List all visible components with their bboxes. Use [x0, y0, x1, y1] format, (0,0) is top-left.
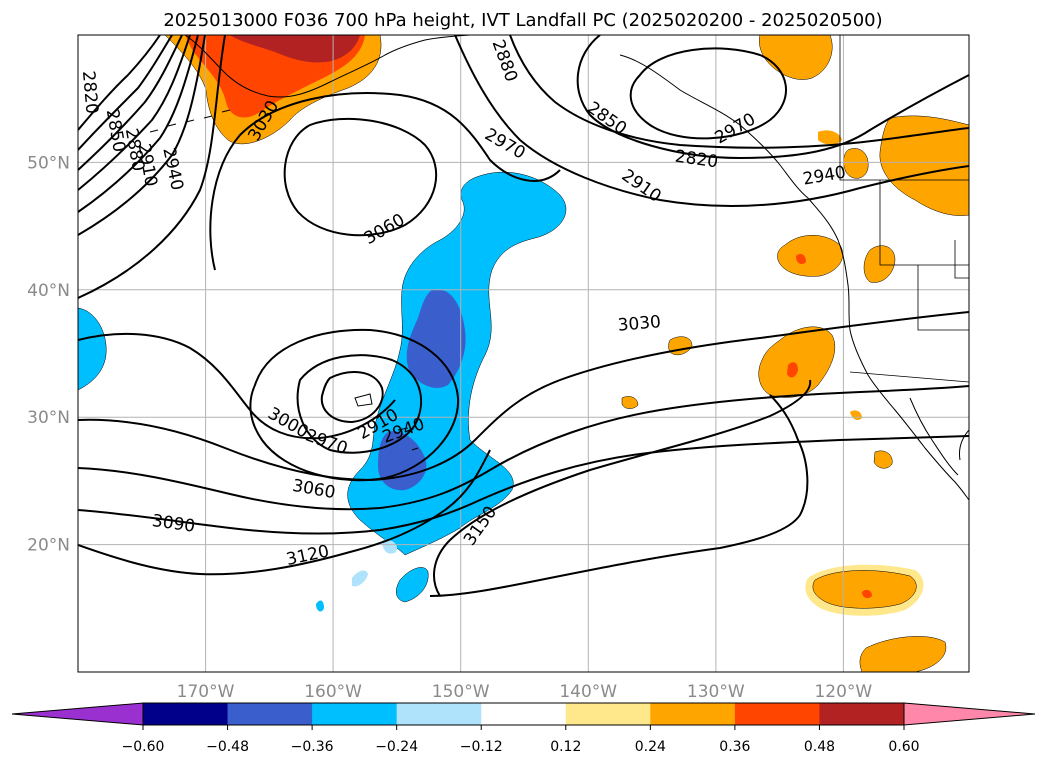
- colorbar-bin: [734, 703, 820, 725]
- contour-label: 2820: [78, 70, 102, 115]
- colorbar-outline: [142, 702, 905, 726]
- colorbar-tick-label: 0.24: [635, 739, 666, 755]
- lon-label: 160°W: [304, 682, 362, 702]
- lon-label: 130°W: [687, 682, 745, 702]
- lat-label: 20°N: [27, 536, 70, 556]
- contour-label: 3030: [617, 312, 662, 336]
- colorbar-ticks: −0.60 −0.48 −0.36 −0.24 −0.12 0.12 0.24 0.36 0.4…: [122, 725, 920, 755]
- pos-oregon-strong: [796, 254, 806, 264]
- colorbar-bin: [396, 703, 482, 725]
- lon-label: 140°W: [559, 682, 617, 702]
- height-contours: [78, 35, 969, 597]
- colorbar-tick-label: 0.36: [719, 739, 750, 755]
- gridlines: [78, 35, 969, 672]
- colorbar-tick-label: 0.12: [550, 739, 581, 755]
- pos-alaska-deep: [230, 35, 360, 63]
- lon-label: 150°W: [432, 682, 490, 702]
- pos-idaho: [863, 245, 896, 283]
- political-borders: [839, 35, 969, 383]
- colorbar-bin: [312, 703, 398, 725]
- coast-hawaii: [354, 393, 419, 451]
- colorbar-bin: [227, 703, 313, 725]
- coast-southeast-alaska: [619, 54, 809, 199]
- map-title: 2025013000 F036 700 hPa height, IVT Land…: [163, 10, 882, 31]
- colorbar-bin: [819, 703, 905, 725]
- pos-small-2: [621, 396, 639, 409]
- colorbar-tick-label: −0.36: [291, 739, 334, 755]
- map-plot: 2820285028802910294030303060288029702850…: [78, 35, 969, 672]
- colorbar-extend-high: [903, 702, 1036, 726]
- colorbar-bin: [650, 703, 736, 725]
- latitude-labels: 50°N 40°N 30°N 20°N: [27, 153, 70, 555]
- colorbar-tick-label: −0.48: [206, 739, 249, 755]
- neg-island-3: [382, 539, 398, 554]
- pos-south-1-mid: [812, 570, 917, 609]
- pos-south-2: [859, 636, 947, 672]
- pos-socal-strong: [787, 362, 798, 378]
- lat-label: 30°N: [27, 408, 70, 428]
- coast-west-us: [807, 197, 969, 501]
- neg-island-4: [316, 600, 324, 612]
- coast-alaska: [184, 35, 471, 98]
- colorbar-tick-label: 0.60: [888, 739, 919, 755]
- neg-island-2: [352, 570, 368, 587]
- coast-aleutians: [149, 109, 231, 133]
- map-frame: [77, 34, 970, 673]
- coast-baja: [909, 397, 969, 476]
- pos-oregon: [777, 235, 844, 277]
- lat-label: 40°N: [27, 281, 70, 301]
- coastlines: [149, 35, 969, 501]
- pos-south-1-strong: [862, 589, 872, 599]
- lon-label: 120°W: [814, 682, 872, 702]
- colorbar-bin: [481, 703, 567, 725]
- pos-small-3: [873, 450, 893, 469]
- colorbar-bins: [143, 703, 905, 725]
- pos-pnw-3: [843, 148, 869, 179]
- neg-island-1: [396, 567, 429, 603]
- colorbar-bin: [565, 703, 651, 725]
- lon-label: 170°W: [177, 682, 235, 702]
- colorbar: −0.60 −0.48 −0.36 −0.24 −0.12 0.12 0.24 0.36 0.4…: [11, 702, 1036, 755]
- colorbar-tick-label: −0.12: [460, 739, 503, 755]
- colorbar-bin: [143, 703, 229, 725]
- positive-anomaly-shading: [164, 35, 969, 672]
- pos-pnw-4: [818, 130, 842, 145]
- longitude-labels: 170°W 160°W 150°W 140°W 130°W 120°W: [177, 682, 873, 702]
- pos-pnw-2: [879, 115, 969, 216]
- neg-plume-strong: [406, 289, 466, 388]
- colorbar-tick-label: 0.48: [804, 739, 835, 755]
- negative-anomaly-shading: [78, 171, 567, 612]
- colorbar-tick-label: −0.60: [122, 739, 165, 755]
- colorbar-extend-low: [11, 702, 144, 726]
- neg-west-edge: [78, 307, 107, 391]
- lat-label: 50°N: [27, 153, 70, 173]
- colorbar-tick-label: −0.24: [375, 739, 418, 755]
